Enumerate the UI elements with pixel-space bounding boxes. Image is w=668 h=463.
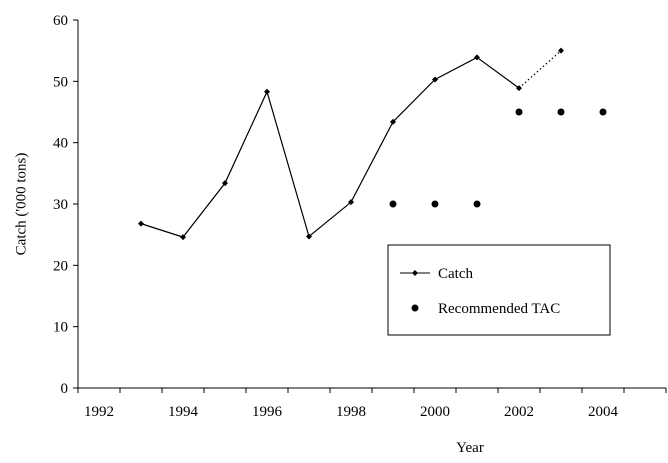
legend-marker	[411, 304, 419, 312]
catch-marker	[222, 180, 228, 187]
catch-marker	[558, 47, 564, 54]
x-tick-label: 1992	[84, 404, 114, 420]
x-axis-title: Year	[456, 440, 484, 456]
tac-marker	[473, 200, 481, 208]
catch-line	[140, 56, 520, 238]
x-tick-label: 2004	[588, 404, 619, 420]
catch-marker	[516, 85, 522, 92]
y-tick-label: 50	[53, 74, 68, 90]
x-tick-label: 2000	[420, 404, 450, 420]
tac-marker	[431, 200, 439, 208]
catch-marker	[432, 76, 438, 83]
tac-marker	[389, 200, 397, 208]
x-tick-label: 1996	[252, 404, 283, 420]
legend-marker	[412, 270, 418, 276]
catch-marker	[474, 54, 480, 61]
y-tick-label: 60	[53, 13, 68, 29]
y-tick-label: 20	[53, 258, 68, 274]
y-tick-label: 10	[53, 320, 68, 336]
catch-marker	[306, 233, 312, 240]
catch-marker	[348, 199, 354, 206]
x-tick-label: 2002	[504, 404, 534, 420]
legend-label: Catch	[438, 266, 473, 282]
legend-box	[387, 244, 611, 336]
y-tick-label: 0	[61, 381, 69, 397]
catch-marker	[390, 118, 396, 125]
catch-marker	[264, 88, 270, 95]
y-tick-label: 30	[53, 197, 68, 213]
catch-marker	[138, 220, 144, 227]
legend-label: Recommended TAC	[438, 301, 560, 317]
x-tick-label: 1994	[168, 404, 199, 420]
catch-line-dotted	[518, 50, 562, 89]
y-tick-label: 40	[53, 136, 68, 152]
tac-marker	[557, 108, 565, 116]
x-tick-label: 1998	[336, 404, 366, 420]
tac-marker	[599, 108, 607, 116]
y-axis-title: Catch ('000 tons)	[13, 153, 29, 256]
catch-marker	[180, 234, 186, 241]
tac-marker	[515, 108, 523, 116]
